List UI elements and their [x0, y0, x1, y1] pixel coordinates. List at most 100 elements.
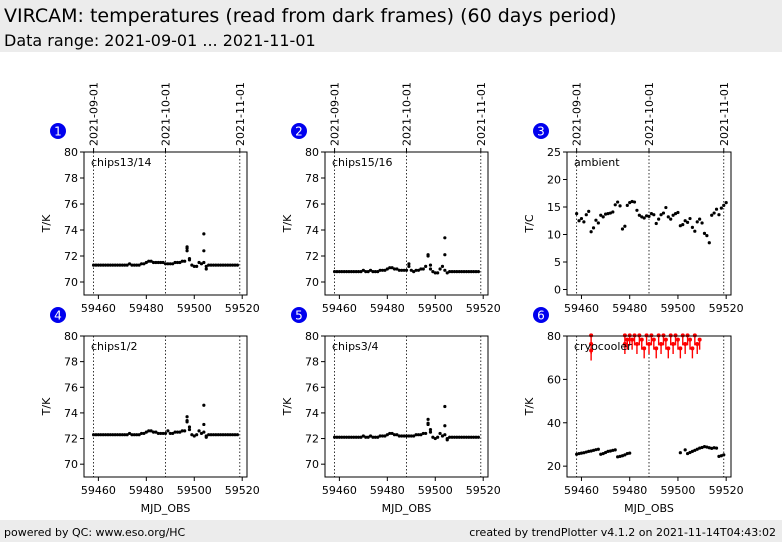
y-tick-label: 76: [64, 198, 78, 211]
data-point: [366, 435, 370, 439]
data-point: [168, 431, 172, 436]
data-point: [640, 215, 644, 219]
data-point: [103, 263, 108, 267]
data-point: [195, 264, 199, 268]
data-point: [127, 262, 132, 266]
x-tick-label: 59520: [466, 302, 501, 315]
alert-point: [644, 333, 649, 338]
data-point: [202, 403, 206, 407]
data-point: [428, 427, 433, 432]
data-point: [601, 215, 605, 219]
data-point: [579, 451, 584, 455]
date-tick-label: 2021-10-01: [643, 82, 656, 146]
data-point: [371, 270, 375, 274]
data-point: [428, 263, 433, 267]
y-tick-label: 60: [547, 373, 561, 386]
data-point: [340, 435, 344, 439]
data-point: [130, 263, 134, 267]
y-tick-label: 0: [554, 284, 561, 297]
alert-point: [632, 333, 637, 338]
data-point: [587, 449, 591, 454]
y-tick-label: 74: [64, 224, 78, 237]
data-point: [228, 263, 232, 267]
data-point: [587, 209, 591, 213]
data-point: [154, 430, 158, 434]
data-point: [404, 268, 409, 272]
data-point: [601, 451, 605, 456]
data-point: [628, 451, 632, 455]
data-point: [219, 263, 223, 267]
alert-point: [661, 333, 666, 338]
panel-2: 70 72 74 76 78 80 59460 59480 59500 59520 2021-09-…: [281, 82, 501, 315]
data-point: [209, 263, 213, 267]
data-point: [373, 435, 377, 439]
data-point: [111, 433, 115, 437]
data-point: [464, 270, 469, 274]
x-tick-label: 59480: [612, 484, 647, 497]
data-point: [424, 431, 428, 436]
panel-number: 1: [54, 125, 62, 139]
alert-point: [690, 346, 695, 351]
data-point: [644, 214, 649, 218]
data-point: [450, 270, 454, 274]
data-point: [594, 218, 598, 222]
data-point: [361, 434, 365, 438]
axes-frame: [566, 335, 732, 478]
data-point: [385, 267, 389, 271]
data-point: [202, 422, 206, 427]
axes-frame: [83, 335, 248, 478]
data-point: [400, 434, 404, 438]
data-point: [142, 262, 146, 266]
y-axis-label: T/K: [40, 397, 53, 416]
data-point: [433, 436, 437, 441]
data-point: [431, 270, 435, 274]
data-point: [659, 213, 663, 217]
y-tick-label: 70: [64, 458, 78, 471]
data-point: [359, 270, 363, 274]
data-point: [108, 433, 112, 437]
x-tick-label: 59480: [370, 302, 405, 315]
data-point: [161, 260, 165, 265]
data-point: [96, 433, 100, 437]
data-point: [407, 434, 411, 438]
data-point: [400, 268, 404, 272]
header-band: VIRCAM: temperatures (read from dark fra…: [0, 0, 782, 52]
data-point: [702, 445, 707, 449]
date-tick-label: 2021-09-01: [329, 82, 342, 146]
data-point: [202, 430, 206, 434]
data-point: [185, 415, 189, 419]
data-point: [421, 267, 425, 271]
data-point: [115, 263, 120, 267]
data-point: [464, 435, 469, 439]
data-point: [187, 427, 192, 432]
data-point: [455, 270, 459, 274]
data-point: [376, 270, 380, 274]
data-point: [414, 433, 418, 437]
data-point: [462, 270, 466, 274]
data-point: [235, 433, 240, 437]
x-tick-label: 59520: [466, 484, 501, 497]
data-point: [132, 433, 136, 437]
data-point: [183, 259, 187, 263]
data-point: [409, 268, 413, 272]
data-point: [113, 433, 117, 437]
data-point: [171, 431, 175, 436]
data-point: [190, 263, 194, 267]
data-point: [440, 434, 445, 438]
data-point: [474, 435, 478, 439]
data-point: [690, 225, 695, 229]
data-point: [127, 431, 132, 436]
date-tick-label: 2021-11-01: [234, 82, 247, 146]
data-point: [161, 431, 165, 436]
data-point: [332, 270, 337, 274]
data-point: [705, 445, 709, 449]
data-point: [385, 433, 389, 437]
data-point: [354, 270, 358, 274]
data-point: [623, 224, 627, 228]
data-point: [228, 433, 232, 437]
data-point: [173, 430, 177, 434]
y-tick-label: 40: [547, 417, 561, 430]
alert-point: [663, 337, 668, 342]
alert-point: [659, 342, 664, 347]
data-point: [231, 433, 235, 437]
